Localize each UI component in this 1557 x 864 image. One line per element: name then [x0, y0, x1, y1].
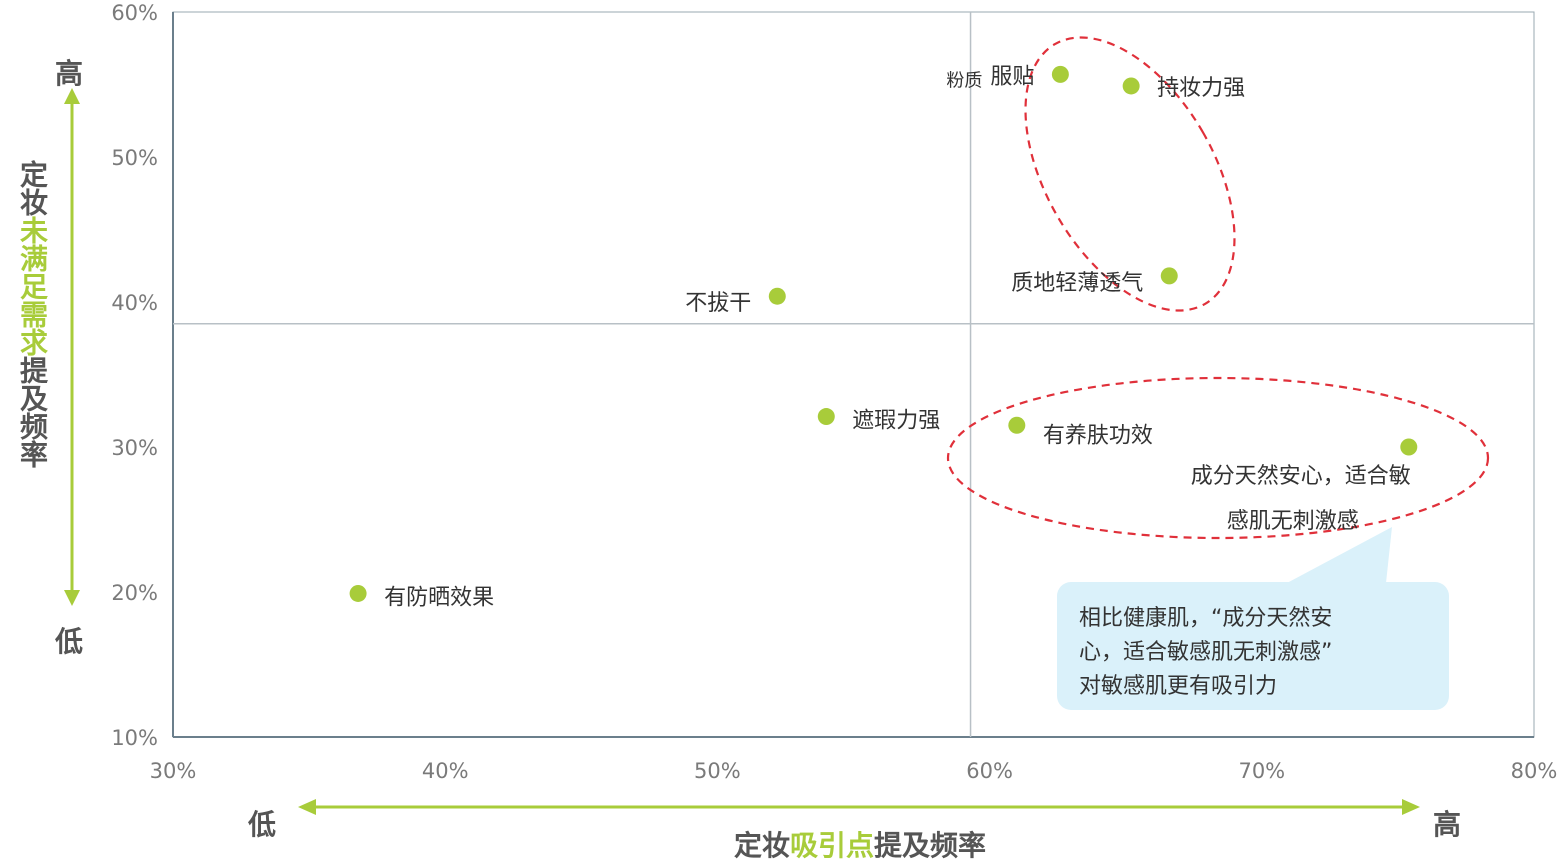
data-point — [1160, 267, 1178, 285]
y-axis-arrow-head-up — [64, 88, 80, 104]
y-axis-low-label: 低 — [55, 625, 84, 658]
data-points — [349, 65, 1418, 602]
highlight-ellipses — [946, 36, 1490, 583]
y-tick-label: 40% — [111, 291, 158, 315]
chart-frame — [172, 11, 1535, 738]
callout-pointer — [1287, 527, 1392, 583]
y-axis-high-label: 高 — [55, 57, 84, 90]
axis-arrows — [64, 88, 1420, 815]
x-axis-low-label: 低 — [248, 808, 277, 841]
y-tick-label: 60% — [111, 1, 158, 25]
data-point — [1400, 438, 1418, 456]
x-axis-arrow-head-left — [298, 799, 316, 815]
point-label: 有防晒效果 — [384, 585, 494, 610]
x-tick-label: 50% — [694, 759, 741, 783]
highlight-ellipse-bottom — [946, 376, 1490, 540]
x-title-part-2: 吸引点 — [789, 829, 874, 862]
y-axis-title: 定妆未满足需求提及频率 — [12, 160, 52, 468]
data-point — [1008, 416, 1026, 434]
point-label: 成分天然安心，适合敏 — [1191, 464, 1411, 489]
callout-box: 相比健康肌，“成分天然安 心，适合敏感肌无刺激感” 对敏感肌更有吸引力 — [1057, 582, 1449, 710]
y-axis-arrow-head-down — [64, 590, 80, 606]
x-axis-arrow-head-right — [1402, 799, 1420, 815]
callout-line-3: 对敏感肌更有吸引力 — [1079, 674, 1278, 699]
data-point — [1051, 65, 1069, 83]
x-title-part-1: 定妆 — [733, 829, 790, 862]
point-label: 服贴 — [990, 64, 1034, 89]
point-label: 有养肤功效 — [1043, 423, 1153, 448]
point-label: 持妆力强 — [1157, 76, 1245, 101]
x-tick-label: 30% — [150, 759, 197, 783]
data-point — [349, 584, 367, 602]
point-label: 质地轻薄透气 — [1011, 271, 1143, 296]
point-label: 感肌无刺激感 — [1227, 509, 1359, 534]
x-title-part-3: 提及频率 — [874, 829, 987, 862]
x-tick-label: 80% — [1511, 759, 1557, 783]
x-axis-high-label: 高 — [1433, 808, 1462, 841]
point-label-prefix: 粉质 — [946, 70, 982, 91]
highlight-ellipse-top — [1024, 36, 1236, 312]
y-title-part-2: 未满足需求 — [16, 216, 49, 356]
axis-ticks: 30% 40% 50% 60% 70% 80% 10% 20% 30% 40% 50% 60% — [111, 1, 1557, 783]
x-tick-label: 70% — [1238, 759, 1285, 783]
x-tick-label: 60% — [966, 759, 1013, 783]
data-point — [768, 287, 786, 305]
callout-line-1: 相比健康肌，“成分天然安 — [1079, 606, 1333, 631]
point-label: 遮瑕力强 — [852, 409, 940, 434]
y-tick-label: 50% — [111, 146, 158, 170]
y-tick-label: 30% — [111, 436, 158, 460]
callout-line-2: 心，适合敏感肌无刺激感” — [1079, 640, 1333, 665]
point-label: 不拔干 — [685, 291, 751, 316]
data-point — [1122, 77, 1140, 95]
data-point — [817, 408, 835, 426]
y-tick-label: 10% — [111, 726, 158, 750]
y-title-part-3: 提及频率 — [16, 356, 49, 468]
x-tick-label: 40% — [422, 759, 469, 783]
y-tick-label: 20% — [111, 581, 158, 605]
x-axis-title: 定妆吸引点提及频率 — [600, 824, 1120, 864]
y-title-part-1: 定妆 — [16, 160, 49, 216]
